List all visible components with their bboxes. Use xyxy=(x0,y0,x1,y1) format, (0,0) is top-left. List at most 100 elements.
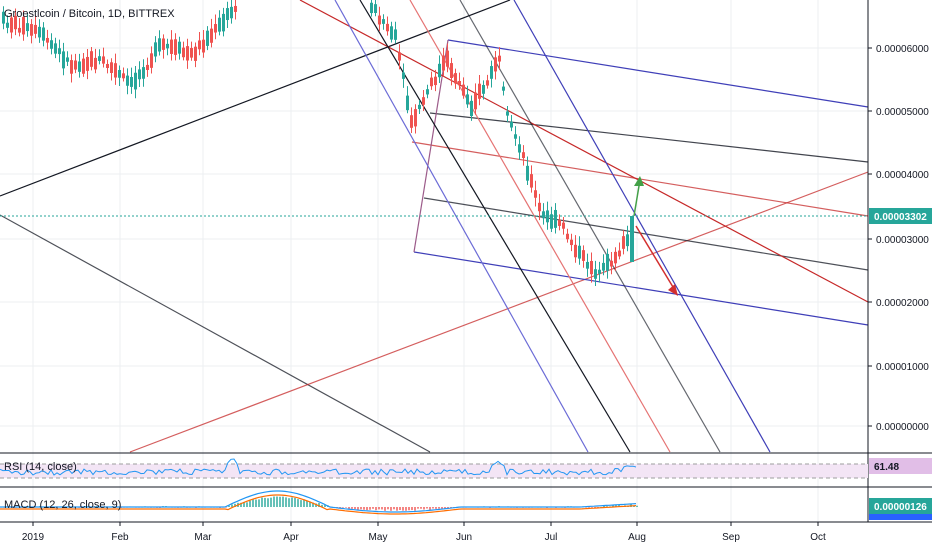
time-tick-label: 2019 xyxy=(22,532,45,543)
macd-histogram-bar xyxy=(393,507,395,510)
candle-body xyxy=(438,63,441,78)
price-tick-label: 0.00002000 xyxy=(876,298,929,309)
candle-body xyxy=(394,29,397,40)
candle-body xyxy=(98,56,101,61)
macd-histogram-bar xyxy=(261,497,263,507)
macd-histogram-bar xyxy=(294,497,296,507)
candle-body xyxy=(30,24,33,36)
drawing-tools[interactable] xyxy=(0,0,869,453)
candle-body xyxy=(526,165,529,181)
candle-body xyxy=(522,152,525,159)
macd-histogram-bar xyxy=(318,503,320,507)
pitchfork-blue-lower[interactable] xyxy=(413,251,869,326)
candle-body xyxy=(402,72,405,79)
trendline-red-falling[interactable] xyxy=(299,0,869,303)
macd-histogram-bar xyxy=(414,507,416,511)
candle-body xyxy=(542,211,545,219)
price-tick-label: 0.00004000 xyxy=(876,170,929,181)
macd-title[interactable]: MACD (12, 26, close, 9) xyxy=(4,499,122,511)
macd-histogram-bar xyxy=(297,499,299,507)
macd-histogram-bar xyxy=(279,496,281,507)
candle-body xyxy=(406,95,409,111)
candle-body xyxy=(190,47,193,58)
candle-body xyxy=(114,63,117,78)
candle-body xyxy=(234,5,237,12)
candle-body xyxy=(630,216,634,262)
rsi-title[interactable]: RSI (14, close) xyxy=(4,461,77,473)
candle-body xyxy=(202,39,205,53)
candle-body xyxy=(70,60,73,74)
macd-histogram-bar xyxy=(345,507,347,508)
fan-line-blue-2[interactable] xyxy=(513,0,771,453)
macd-signal-line xyxy=(0,494,637,515)
macd-histogram-bar xyxy=(426,507,428,509)
macd-histogram-bar xyxy=(339,507,341,509)
candle-body xyxy=(2,11,5,24)
macd-histogram-bar xyxy=(282,496,284,507)
grid-lines xyxy=(0,0,868,522)
candle-body xyxy=(182,47,185,58)
trendline-black-falling[interactable] xyxy=(0,214,431,453)
candle-body xyxy=(518,144,521,153)
macd-histogram-bar xyxy=(435,507,437,509)
candle-body xyxy=(558,219,561,226)
candle-body xyxy=(194,46,197,61)
candle-body xyxy=(370,2,373,14)
candle-body xyxy=(90,51,93,67)
price-axis[interactable]: 0.00006000 0.00005000 0.00004000 0.00003000… xyxy=(868,44,929,433)
candle-body xyxy=(562,222,565,229)
candle-body xyxy=(78,61,81,72)
fan-line-red-1[interactable] xyxy=(409,0,671,453)
macd-histogram-bar xyxy=(240,502,242,507)
candle-body xyxy=(494,57,497,72)
macd-histogram-bar xyxy=(444,507,446,510)
pitchfork-black-mid[interactable] xyxy=(429,112,869,163)
time-tick-label: Sep xyxy=(722,532,740,543)
macd-histogram-bar xyxy=(387,507,389,510)
time-axis[interactable]: 2019 Feb Mar Apr May Jun Jul Aug Sep Oct xyxy=(22,522,826,543)
candle-body xyxy=(210,28,213,43)
candle-body xyxy=(586,261,589,269)
macd-histogram-bar xyxy=(243,502,245,507)
macd-histogram-bar xyxy=(585,507,587,508)
macd-histogram-bar xyxy=(360,507,362,510)
candle-body xyxy=(534,190,537,198)
candle-body xyxy=(378,15,381,25)
macd-histogram-bar xyxy=(441,507,443,509)
macd-histogram-bar xyxy=(384,507,386,511)
candle-body xyxy=(422,97,425,105)
current-price-badge xyxy=(869,208,932,224)
projection-arrow-down[interactable] xyxy=(635,225,677,293)
candle-body xyxy=(498,55,501,62)
macd-histogram-bar xyxy=(618,504,620,507)
candle-body xyxy=(206,30,209,46)
fan-line-blue-1[interactable] xyxy=(334,0,589,453)
candle-body xyxy=(178,41,181,54)
time-tick-label: Jun xyxy=(456,532,472,543)
time-tick-label: Oct xyxy=(810,532,826,543)
price-tick-label: 0.00001000 xyxy=(876,362,929,373)
macd-histogram-bar xyxy=(357,507,359,510)
candle-body xyxy=(198,40,201,50)
candle-body xyxy=(74,60,77,70)
candle-body xyxy=(26,23,29,32)
candle-body xyxy=(486,80,489,86)
macd-histogram-bar xyxy=(234,503,236,507)
candle-body xyxy=(46,37,49,43)
macd-histogram-bar xyxy=(399,507,401,511)
fan-line-black-2[interactable] xyxy=(459,0,721,453)
candle-body xyxy=(514,134,517,139)
candle-body xyxy=(618,250,621,257)
macd-histogram-bar xyxy=(369,507,371,510)
arrowhead-down xyxy=(668,284,678,296)
pitchfork-blue-upper[interactable] xyxy=(447,39,869,108)
arrowhead-up xyxy=(634,176,644,186)
macd-histogram-bar xyxy=(591,507,593,508)
candle-body xyxy=(446,50,449,67)
trendline-red-rising[interactable] xyxy=(129,171,869,453)
symbol-title[interactable]: Groestlcoin / Bitcoin, 1D, BITTREX xyxy=(4,8,175,20)
trendline-black-rising[interactable] xyxy=(0,0,511,197)
candle-body xyxy=(86,56,89,71)
macd-signal-badge xyxy=(869,514,932,520)
